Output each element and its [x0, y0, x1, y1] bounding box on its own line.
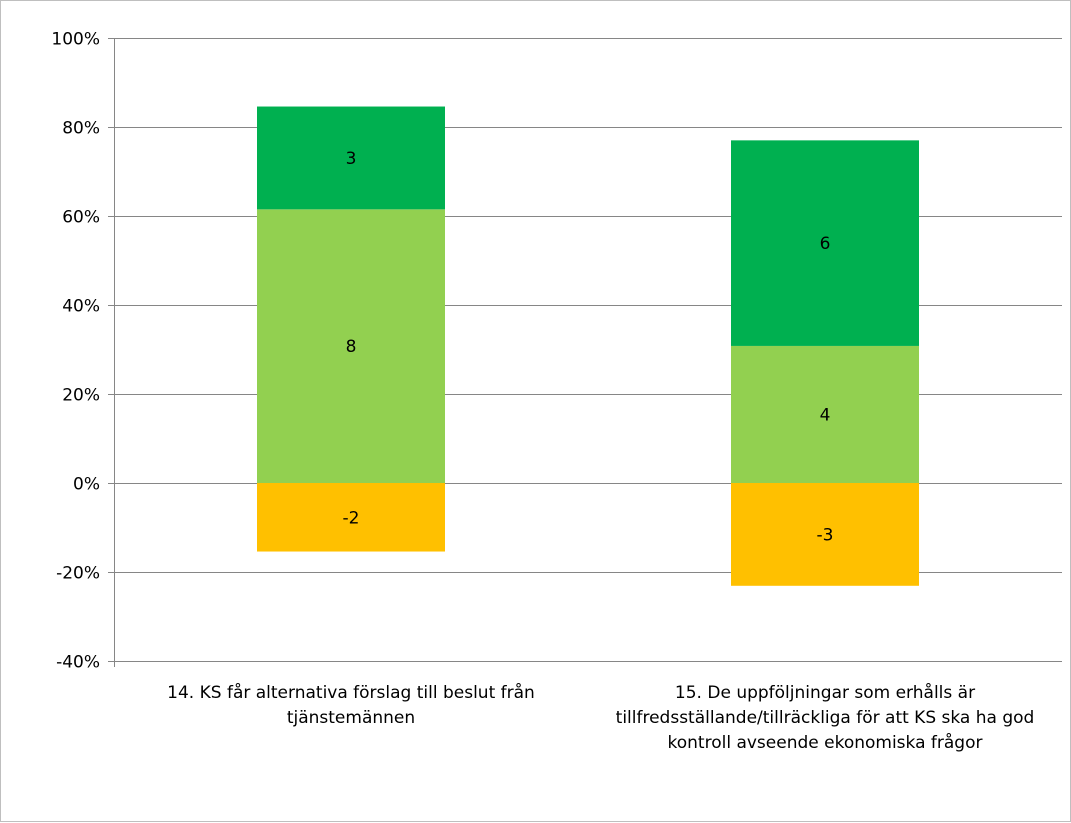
data-label: 6	[820, 234, 831, 254]
data-label: 8	[346, 337, 357, 357]
bar-segment	[731, 345, 919, 483]
data-label: -2	[343, 508, 360, 528]
bar-segment	[731, 483, 919, 586]
y-tick-label: 20%	[62, 386, 100, 406]
y-tick-label: 100%	[51, 30, 100, 50]
bar-segment	[257, 106, 445, 210]
bar-segment	[731, 140, 919, 346]
data-label: 4	[820, 405, 831, 425]
y-tick-label: -40%	[56, 653, 100, 673]
y-tick-label: 60%	[62, 208, 100, 228]
bar-segment	[257, 209, 445, 483]
y-tick-label: -20%	[56, 564, 100, 584]
category-label: 14. KS får alternativa förslag till besl…	[167, 683, 535, 728]
y-tick-label: 40%	[62, 297, 100, 317]
data-label: 3	[346, 149, 357, 169]
data-label: -3	[817, 525, 834, 545]
y-tick-label: 0%	[73, 475, 100, 495]
category-label: 15. De uppföljningar som erhålls är till…	[615, 683, 1035, 753]
y-tick-label: 80%	[62, 119, 100, 139]
bar-segment	[257, 483, 445, 552]
